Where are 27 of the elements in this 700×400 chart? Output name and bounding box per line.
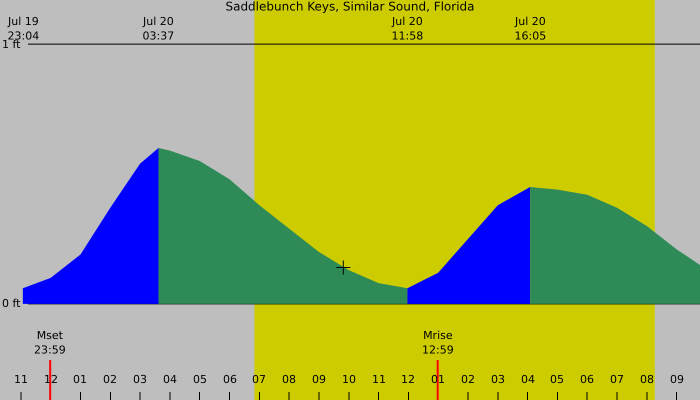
y-tick-label: 0 ft [2,297,22,310]
x-tick-label: 03 [133,373,147,386]
annotation: Jul 20 16:05 [514,15,546,42]
x-tick-label: 12 [401,373,415,386]
y-tick-label: 1 ft [2,38,22,51]
ref-line-label: Mrise 12:59 [422,329,454,356]
x-tick-label: 04 [163,373,177,386]
x-tick-label: 09 [670,373,684,386]
x-tick-label: 07 [610,373,624,386]
x-tick-label: 09 [312,373,326,386]
x-tick-label: 03 [491,373,505,386]
annotation: Jul 20 03:37 [142,15,174,42]
x-tick-label: 11 [372,373,386,386]
x-tick-label: 08 [282,373,296,386]
x-tick-label: 06 [580,373,594,386]
x-tick-label: 02 [461,373,475,386]
x-tick-label: 06 [223,373,237,386]
x-tick-label: 02 [103,373,117,386]
annotation: Jul 20 11:58 [391,15,424,42]
x-tick-label: 11 [14,373,28,386]
x-tick-label: 10 [342,373,356,386]
x-tick-label: 08 [640,373,654,386]
ref-line-label: Mset 23:59 [34,329,66,356]
x-tick-label: 05 [193,373,207,386]
x-tick-label: 01 [73,373,87,386]
x-tick-label: 04 [521,373,535,386]
x-tick-label: 05 [550,373,564,386]
